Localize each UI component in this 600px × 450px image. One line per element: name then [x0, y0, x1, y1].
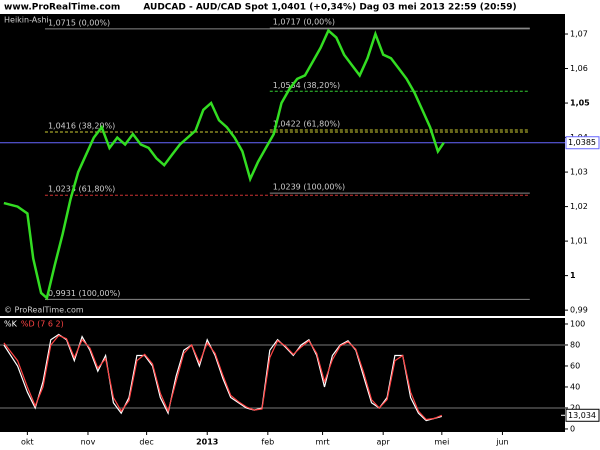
y-tick-label: 1,03	[570, 168, 588, 177]
y-tick-label: 100	[570, 319, 585, 328]
series-line	[3, 333, 442, 422]
legend-entry: %D (7 6 2)	[21, 320, 64, 329]
fib-label: 1,0233 (61,80%)	[48, 185, 115, 194]
x-tick-label: apr	[377, 438, 391, 447]
legend-entry: %K	[4, 320, 18, 329]
x-tick-label: 2013	[196, 438, 218, 447]
price-panel	[0, 14, 565, 316]
y-tick-label: 0	[570, 424, 575, 433]
legend-entry: Heikin-Ashi	[4, 16, 49, 25]
fib-label: 0,9931 (100,00%)	[48, 289, 120, 298]
fib-label: 1,0239 (100,00%)	[273, 183, 345, 192]
y-tick-label: 0,99	[570, 306, 588, 315]
x-tick-label: mrt	[315, 438, 329, 447]
y-tick-label: 20	[570, 403, 580, 412]
y-tick-label: 1,02	[570, 202, 588, 211]
last-value-box	[565, 408, 600, 422]
last-value-label: 13,034	[568, 411, 596, 420]
x-tick-label: jun	[495, 438, 508, 447]
y-tick-label: 80	[570, 340, 580, 349]
x-tick-label: dec	[139, 438, 153, 447]
fib-label: 1,0422 (61,80%)	[273, 119, 340, 128]
fib-label: 1,0715 (0,00%)	[48, 18, 110, 27]
y-tick-label: 1,01	[570, 237, 588, 246]
chart-title: AUDCAD - AUD/CAD Spot 1,0401 (+0,34%) Da…	[143, 3, 516, 13]
fib-label: 1,0717 (0,00%)	[273, 18, 335, 27]
y-tick-label: 1	[570, 271, 576, 280]
series-line	[3, 334, 443, 421]
y-tick-label: 40	[570, 382, 580, 391]
last-value-box	[565, 136, 600, 150]
fib-label: 1,0416 (38,20%)	[48, 122, 115, 131]
x-tick-label: okt	[21, 438, 34, 447]
x-tick-label: nov	[81, 438, 96, 447]
x-tick-label: feb	[261, 438, 274, 447]
site-name: www.ProRealTime.com	[4, 3, 120, 13]
fib-label: 1,0534 (38,20%)	[273, 81, 340, 90]
y-tick-label: 1,05	[570, 99, 590, 108]
watermark: © ProRealTime.com	[4, 306, 84, 315]
y-tick-label: 1,07	[570, 30, 588, 39]
last-value-label: 1,0385	[568, 138, 596, 147]
y-tick-label: 60	[570, 361, 580, 370]
series-line	[3, 28, 445, 301]
indicator-panel	[0, 318, 565, 432]
x-tick-label: mei	[434, 438, 449, 447]
y-tick-label: 1,06	[570, 64, 588, 73]
